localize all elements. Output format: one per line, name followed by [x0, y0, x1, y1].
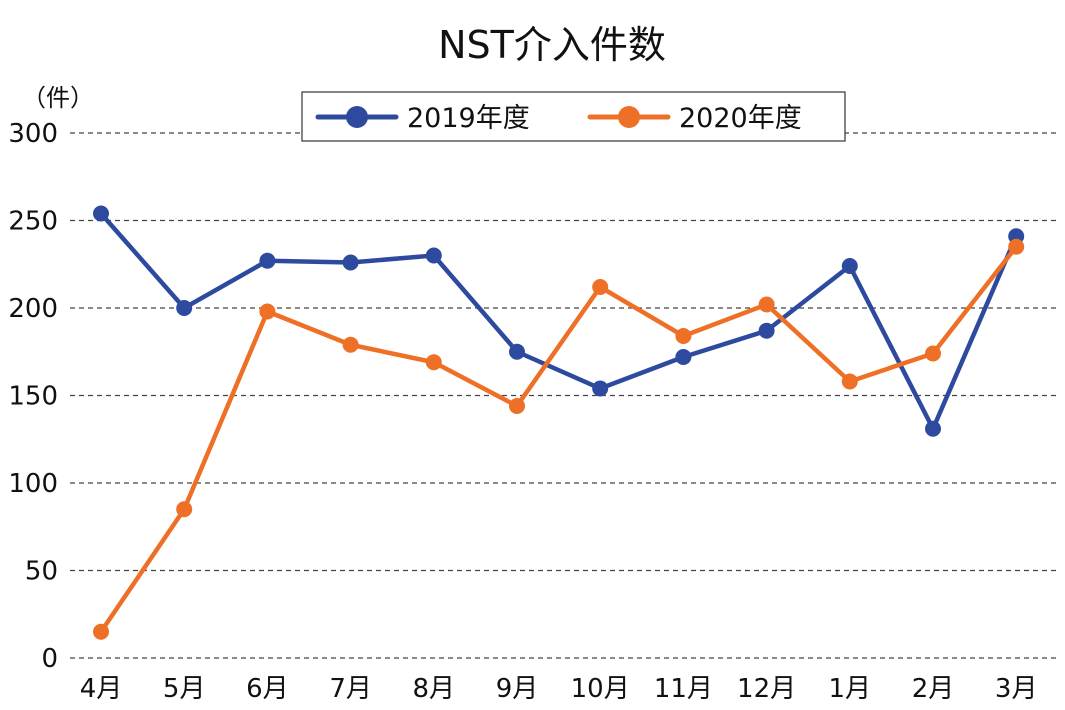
chart-title: NST介入件数 — [438, 23, 666, 67]
y-tick-label: 150 — [8, 382, 58, 412]
series-2 — [93, 238, 1025, 640]
data-point — [758, 296, 775, 313]
legend-item: 2019年度 — [315, 103, 530, 134]
y-tick-label: 300 — [8, 119, 58, 149]
data-point — [841, 258, 858, 274]
data-point — [592, 279, 609, 295]
x-axis-tick-labels: 4月 5月 6月 7月 8月 9月 10月 11月 12月 1月 2月 3月 — [80, 674, 1038, 704]
data-point — [425, 354, 442, 371]
data-point — [176, 501, 193, 518]
y-tick-label: 100 — [8, 469, 58, 499]
y-tick-label: 250 — [8, 207, 58, 237]
y-tick-label: 200 — [8, 294, 58, 324]
series-group — [93, 205, 1025, 640]
data-point — [259, 303, 276, 320]
y-tick-label: 50 — [25, 557, 58, 587]
legend-dot-marker — [618, 106, 640, 128]
series-line — [98, 244, 1019, 634]
data-point — [342, 254, 359, 271]
legend-label: 2020年度 — [679, 103, 802, 134]
x-tick-label: 1月 — [829, 674, 872, 704]
data-point — [675, 328, 692, 344]
data-point — [592, 380, 609, 397]
grid-lines — [70, 132, 1058, 659]
data-point — [342, 336, 359, 353]
series-line — [98, 211, 1019, 431]
x-tick-label: 11月 — [654, 674, 713, 704]
data-point — [259, 252, 276, 269]
legend: 2019年度 2020年度 — [301, 91, 846, 142]
x-tick-label: 10月 — [571, 674, 630, 704]
x-tick-label: 9月 — [496, 674, 539, 704]
x-tick-label: 5月 — [163, 674, 206, 704]
data-point — [93, 205, 109, 222]
series-1 — [93, 205, 1025, 437]
data-point — [675, 349, 692, 365]
y-tick-label: 0 — [41, 644, 58, 674]
legend-dot-marker — [346, 106, 368, 128]
x-tick-label: 3月 — [995, 674, 1038, 704]
data-point — [925, 420, 941, 437]
x-tick-label: 6月 — [246, 674, 289, 704]
legend-item: 2020年度 — [587, 103, 802, 134]
data-point — [425, 247, 442, 264]
data-point — [93, 623, 109, 640]
x-tick-label: 8月 — [413, 674, 456, 704]
data-point — [841, 373, 858, 390]
x-tick-label: 7月 — [329, 674, 372, 704]
legend-label: 2019年度 — [407, 103, 530, 134]
data-point — [509, 343, 525, 360]
y-axis-unit-label: （件） — [22, 84, 94, 112]
data-point — [925, 345, 941, 362]
y-axis-tick-labels: 0 50 100 150 200 250 300 — [8, 119, 58, 674]
data-point — [1008, 238, 1025, 255]
data-point — [176, 300, 193, 316]
x-tick-label: 2月 — [912, 674, 955, 704]
x-tick-label: 4月 — [80, 674, 123, 704]
x-tick-label: 12月 — [737, 674, 796, 704]
data-point — [758, 322, 775, 339]
data-point — [509, 398, 525, 414]
